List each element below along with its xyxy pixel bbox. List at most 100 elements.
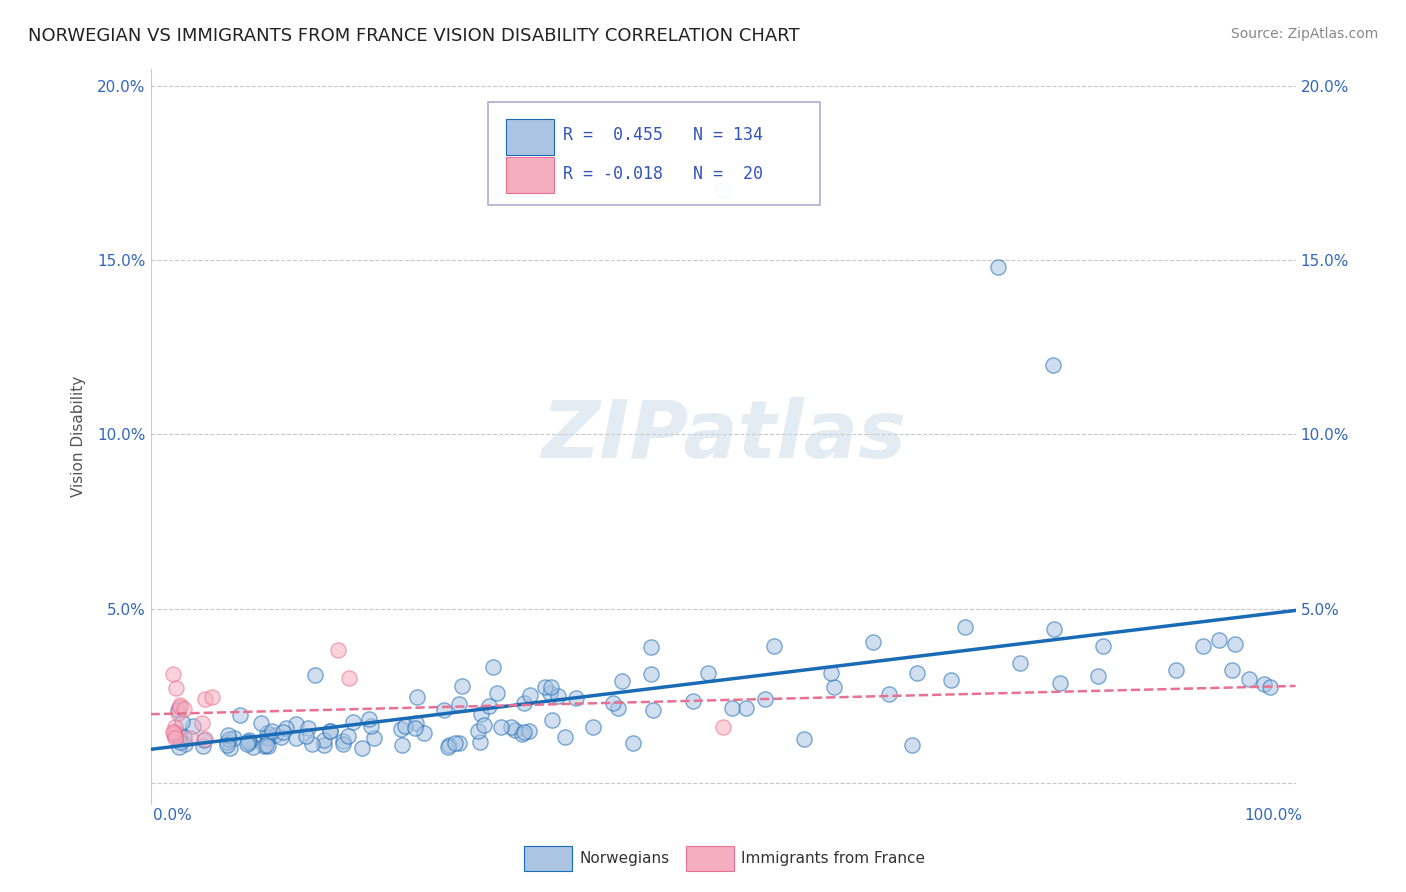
- Point: [513, 696, 536, 710]
- Text: Norwegians: Norwegians: [579, 851, 669, 865]
- Point: [337, 729, 360, 743]
- Point: [721, 700, 744, 714]
- Y-axis label: Vision Disability: Vision Disability: [72, 376, 86, 497]
- Point: [360, 719, 382, 733]
- Point: [194, 732, 217, 747]
- Point: [901, 738, 924, 752]
- Point: [793, 731, 815, 746]
- Point: [312, 739, 335, 753]
- Point: [447, 736, 470, 750]
- Point: [169, 698, 191, 712]
- Point: [503, 723, 526, 737]
- Point: [332, 733, 354, 747]
- Point: [1253, 676, 1275, 690]
- Point: [1192, 639, 1215, 653]
- Point: [162, 725, 184, 739]
- Point: [271, 724, 294, 739]
- Point: [218, 732, 240, 747]
- Point: [485, 686, 508, 700]
- Point: [219, 740, 242, 755]
- Point: [468, 734, 491, 748]
- Point: [304, 668, 326, 682]
- Point: [711, 720, 734, 734]
- Point: [472, 718, 495, 732]
- Point: [437, 738, 460, 752]
- Point: [641, 703, 664, 717]
- FancyBboxPatch shape: [506, 119, 554, 154]
- FancyBboxPatch shape: [488, 102, 821, 204]
- Point: [215, 738, 238, 752]
- Point: [953, 620, 976, 634]
- Point: [295, 729, 318, 743]
- Point: [1164, 664, 1187, 678]
- Point: [254, 738, 277, 752]
- Point: [166, 706, 188, 721]
- Point: [264, 728, 287, 742]
- Point: [319, 723, 342, 738]
- Point: [1220, 663, 1243, 677]
- Point: [173, 702, 195, 716]
- Point: [256, 731, 278, 745]
- Point: [879, 687, 901, 701]
- Point: [238, 735, 260, 749]
- Point: [357, 712, 380, 726]
- Point: [319, 723, 342, 738]
- Point: [253, 739, 276, 753]
- Point: [510, 727, 533, 741]
- Point: [405, 690, 427, 704]
- Point: [491, 720, 513, 734]
- Point: [481, 660, 503, 674]
- Point: [337, 671, 360, 685]
- Point: [170, 715, 193, 730]
- Point: [499, 720, 522, 734]
- Point: [284, 731, 307, 746]
- Point: [1008, 656, 1031, 670]
- Point: [405, 716, 427, 731]
- Point: [987, 260, 1010, 274]
- Point: [285, 717, 308, 731]
- Point: [162, 727, 184, 741]
- Text: Source: ZipAtlas.com: Source: ZipAtlas.com: [1230, 27, 1378, 41]
- Point: [582, 720, 605, 734]
- Point: [270, 730, 292, 744]
- Point: [682, 694, 704, 708]
- Point: [1042, 358, 1064, 372]
- Point: [169, 700, 191, 714]
- Point: [163, 731, 186, 745]
- Point: [907, 666, 929, 681]
- Point: [391, 738, 413, 752]
- Point: [1258, 681, 1281, 695]
- Point: [820, 665, 842, 680]
- Point: [173, 737, 195, 751]
- Point: [447, 697, 470, 711]
- Point: [444, 736, 467, 750]
- Point: [538, 686, 561, 700]
- Point: [394, 719, 416, 733]
- Point: [297, 721, 319, 735]
- Point: [1092, 640, 1115, 654]
- Point: [256, 725, 278, 739]
- FancyBboxPatch shape: [506, 158, 554, 194]
- Point: [350, 740, 373, 755]
- Point: [621, 736, 644, 750]
- Point: [238, 732, 260, 747]
- Point: [166, 703, 188, 717]
- Point: [762, 640, 785, 654]
- Point: [413, 726, 436, 740]
- Text: R =  0.455   N = 134: R = 0.455 N = 134: [562, 126, 763, 144]
- Point: [517, 724, 540, 739]
- Point: [696, 665, 718, 680]
- Point: [262, 724, 284, 739]
- Point: [1223, 637, 1246, 651]
- Point: [229, 708, 252, 723]
- Point: [519, 688, 541, 702]
- Point: [314, 732, 336, 747]
- Point: [450, 679, 472, 693]
- Point: [1237, 672, 1260, 686]
- Point: [823, 681, 845, 695]
- Point: [1087, 669, 1109, 683]
- Point: [735, 700, 758, 714]
- Point: [276, 722, 298, 736]
- Point: [222, 731, 245, 745]
- Point: [1049, 676, 1071, 690]
